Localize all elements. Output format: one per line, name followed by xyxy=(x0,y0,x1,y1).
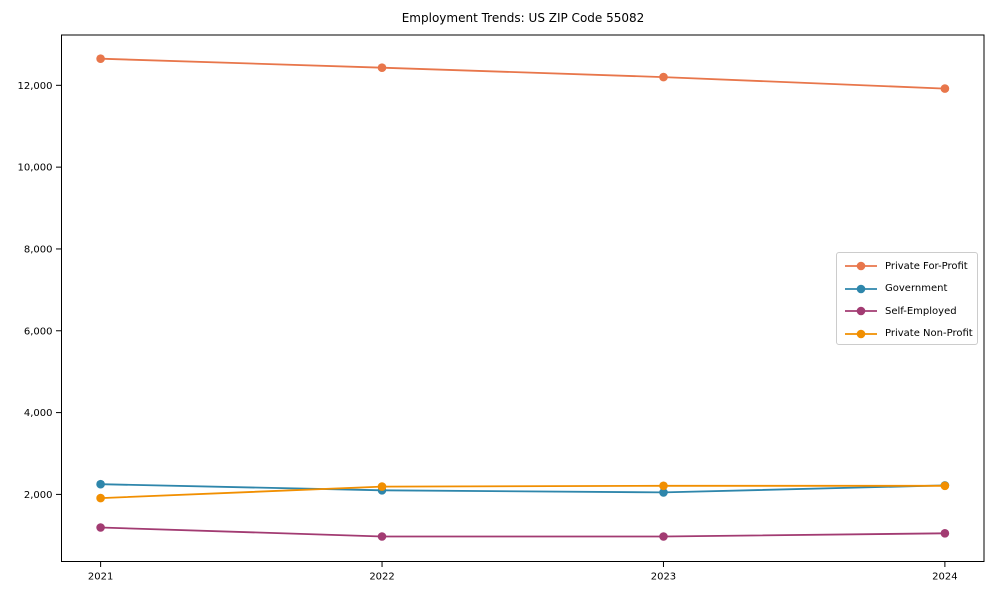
y-tick-label: 12,000 xyxy=(18,81,53,92)
axes-box xyxy=(61,34,985,562)
x-tick-label: 2022 xyxy=(369,572,394,583)
data-point xyxy=(377,63,387,72)
chart-legend: Private For-Profit Government Self-Employe… xyxy=(836,252,978,345)
legend-marker-icon xyxy=(845,284,877,294)
x-tick-label: 2024 xyxy=(932,572,957,583)
legend-marker-icon xyxy=(845,261,877,271)
legend-label: Self-Employed xyxy=(885,305,957,317)
y-tick-label: 2,000 xyxy=(24,490,53,501)
y-tick-label: 6,000 xyxy=(24,326,53,337)
data-point xyxy=(96,54,105,63)
data-point xyxy=(659,488,668,497)
chart-title: Employment Trends: US ZIP Code 55082 xyxy=(401,11,645,25)
y-tick-label: 10,000 xyxy=(18,163,53,174)
legend-item: Self-Employed xyxy=(844,300,977,323)
data-point xyxy=(96,493,105,503)
legend-item: Government xyxy=(844,278,977,301)
y-tick-label: 8,000 xyxy=(24,244,53,255)
data-point xyxy=(659,72,668,82)
data-point xyxy=(940,481,950,491)
y-tick-label: 4,000 xyxy=(24,408,53,419)
data-point xyxy=(96,523,105,532)
data-point xyxy=(377,532,387,541)
series-line xyxy=(100,483,945,494)
series-line xyxy=(100,57,945,90)
data-point xyxy=(377,482,387,491)
legend-marker-icon xyxy=(845,329,877,339)
legend-label: Private Non-Profit xyxy=(885,328,973,340)
legend-marker-icon xyxy=(845,306,877,316)
x-tick-label: 2021 xyxy=(88,572,113,583)
x-tick-label: 2023 xyxy=(651,572,676,583)
legend-item: Private For-Profit xyxy=(844,255,977,278)
data-point xyxy=(659,532,668,541)
series-line xyxy=(100,526,945,538)
data-point xyxy=(940,84,950,93)
legend-item: Private Non-Profit xyxy=(844,323,977,346)
legend-label: Government xyxy=(885,283,948,295)
legend-label: Private For-Profit xyxy=(885,260,968,272)
series-line xyxy=(100,484,945,499)
data-point xyxy=(940,529,950,538)
data-point xyxy=(659,481,668,491)
data-point xyxy=(96,479,105,489)
